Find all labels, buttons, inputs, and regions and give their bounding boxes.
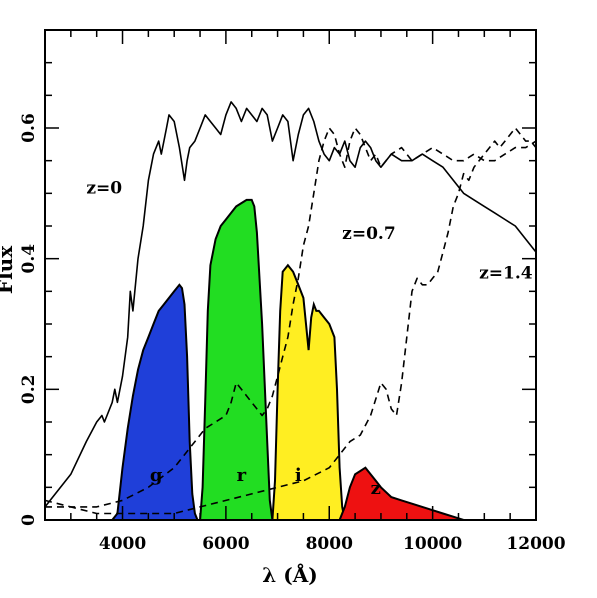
x-tick-label: 8000 <box>306 534 353 554</box>
y-axis-title: Flux <box>0 245 17 294</box>
series-annotation: z=0 <box>86 178 122 198</box>
x-tick-label: 12000 <box>506 534 565 554</box>
filter-label-g: g <box>150 465 163 486</box>
axis-ticks <box>45 30 537 521</box>
annotations: z=0 z=0.7 z=1.4 g r i z <box>86 178 532 499</box>
y-tick-label: 0.6 <box>19 113 39 143</box>
plot-frame <box>44 29 537 521</box>
series-annotation: z=1.4 <box>479 263 533 283</box>
x-tick-label: 4000 <box>99 534 146 554</box>
filter-band-g <box>110 283 199 521</box>
filter-bands <box>110 198 464 521</box>
y-tick-label: 0 <box>19 514 39 526</box>
filter-band-z <box>338 466 464 521</box>
tick-labels: 4000 6000 8000 10000 12000 0 0.2 0.4 0.6 <box>19 113 566 554</box>
filter-label-i: i <box>295 465 302 486</box>
series-line-z=0.7 <box>44 127 537 508</box>
filter-band-r <box>199 198 274 521</box>
x-axis-title: λ (Å) <box>262 563 317 587</box>
y-tick-label: 0.2 <box>19 375 39 405</box>
y-tick-label: 0.4 <box>19 244 39 274</box>
filter-label-r: r <box>237 465 247 486</box>
series-line-z=1.4 <box>45 127 537 515</box>
spectra-series <box>44 101 537 515</box>
series-line-z=0 <box>44 101 537 508</box>
filter-label-z: z <box>371 478 381 499</box>
x-tick-label: 6000 <box>202 534 249 554</box>
x-tick-label: 10000 <box>403 534 462 554</box>
filter-band-i <box>271 263 347 521</box>
series-annotation: z=0.7 <box>342 224 395 244</box>
